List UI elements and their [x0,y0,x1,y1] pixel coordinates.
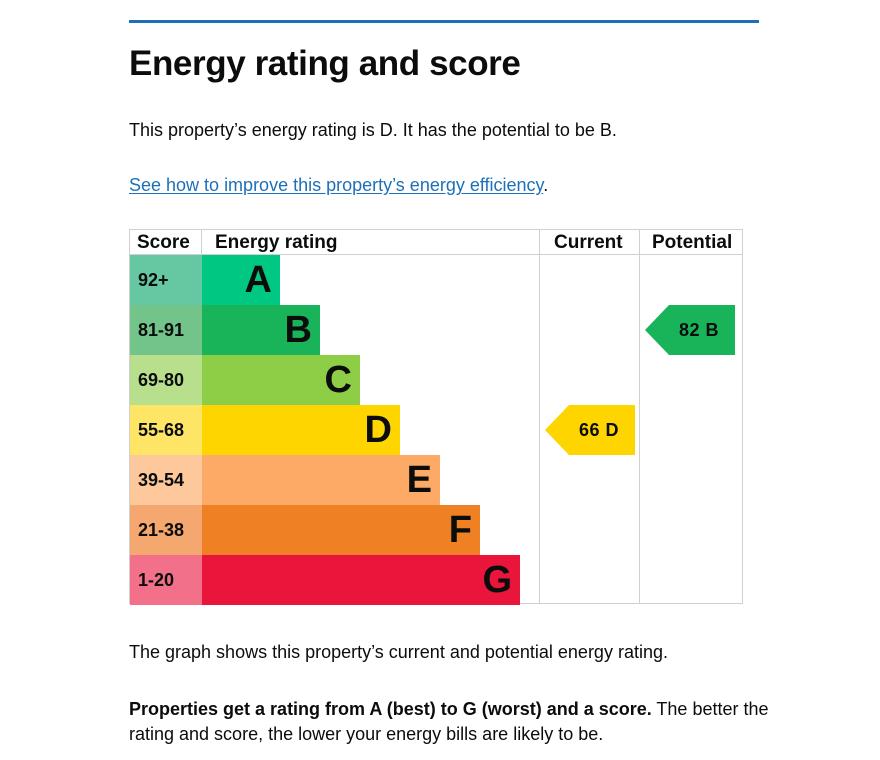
score-band: 39-54 [130,455,202,505]
rating-explanation-bold: Properties get a rating from A (best) to… [129,699,652,719]
rating-bar: E [202,455,440,505]
rating-bar: F [202,505,480,555]
current-rating-label: 66 D [578,419,620,440]
score-band: 1-20 [130,555,202,605]
rating-letter: D [364,409,392,451]
rating-summary: This property’s energy rating is D. It h… [129,120,617,140]
column-divider [539,230,540,603]
score-band: 92+ [130,255,202,305]
potential-rating-label: 82 B [678,319,720,340]
column-divider [639,230,640,603]
header-score: Score [137,232,190,253]
rating-explanation-rest: The better the rating and score, the low… [129,699,769,744]
energy-rating-chart: Score Energy rating Current Potential 92… [129,229,743,605]
score-band: 81-91 [130,305,202,355]
score-band: 55-68 [130,405,202,455]
potential-rating-marker: 82 B [645,305,735,355]
rating-letter: C [324,359,352,401]
arrow-tag-icon [645,305,735,355]
rating-letter: B [284,309,312,351]
rating-letter: G [482,559,512,601]
improve-efficiency-link[interactable]: See how to improve this property’s energ… [129,175,544,195]
section-rule [129,20,759,23]
rating-bar: C [202,355,360,405]
rating-bar: G [202,555,520,605]
improve-paragraph: See how to improve this property’s energ… [129,175,548,196]
rating-letter: E [406,459,432,501]
header-potential: Potential [652,232,733,253]
page-title: Energy rating and score [129,44,521,83]
rating-bar: B [202,305,320,355]
rating-bar: A [202,255,280,305]
score-band: 69-80 [130,355,202,405]
arrow-tag-icon [545,405,635,455]
score-band: 21-38 [130,505,202,555]
graph-note: The graph shows this property’s current … [129,642,668,662]
link-suffix: . [543,175,549,195]
header-energy-rating: Energy rating [215,232,338,253]
rating-letter: F [448,509,472,551]
header-current: Current [554,232,623,253]
header-divider [130,254,742,255]
current-rating-marker: 66 D [545,405,635,455]
rating-explanation: Properties get a rating from A (best) to… [129,697,769,747]
rating-bar: D [202,405,400,455]
rating-letter: A [244,259,272,301]
